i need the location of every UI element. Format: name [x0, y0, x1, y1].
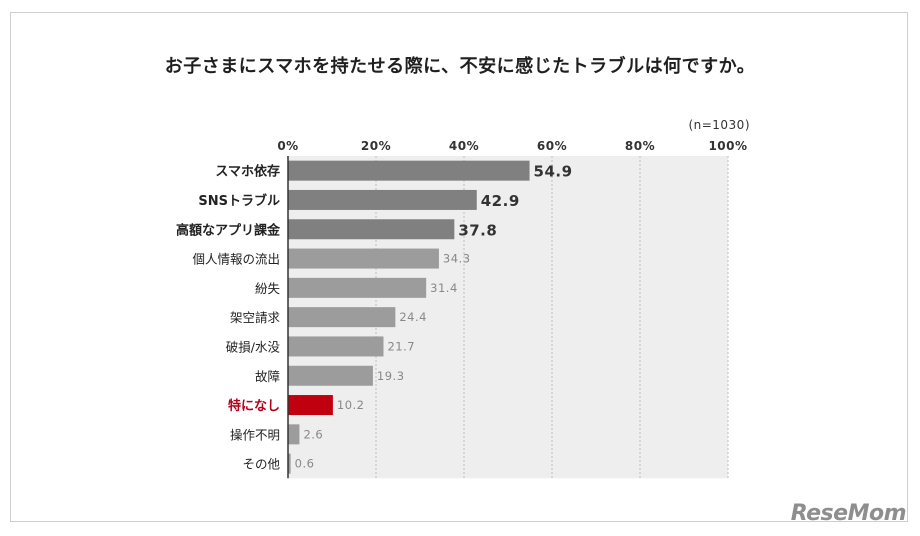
value-label: 21.7 — [387, 339, 415, 353]
category-label: 紛失 — [255, 281, 281, 296]
value-label: 31.4 — [430, 281, 458, 295]
value-label: 37.8 — [458, 221, 497, 239]
value-label: 19.3 — [377, 369, 405, 383]
bar — [288, 248, 439, 269]
chart-title: お子さまにスマホを持たせる際に、不安に感じたトラブルは何ですか。 — [164, 56, 756, 77]
value-label: 24.4 — [399, 310, 427, 324]
bar — [288, 453, 291, 474]
category-label: その他 — [242, 457, 280, 472]
resemom-logo: ReseMom — [790, 501, 907, 526]
category-label: 個人情報の流出 — [192, 252, 280, 267]
category-label: 架空請求 — [230, 310, 281, 325]
category-label: 特になし — [228, 398, 280, 414]
bar — [288, 365, 373, 386]
category-label: 故障 — [255, 369, 280, 384]
bar — [288, 395, 333, 416]
bar — [288, 277, 427, 298]
bar — [288, 160, 530, 181]
x-tick-label: 80% — [625, 139, 655, 153]
x-tick-label: 20% — [361, 139, 391, 153]
category-label: スマホ依存 — [215, 164, 280, 180]
value-label: 54.9 — [534, 163, 573, 181]
bar — [288, 189, 477, 210]
value-label: 10.2 — [337, 398, 365, 412]
x-tick-label: 100% — [708, 139, 747, 153]
category-label: 破損/水没 — [226, 339, 281, 354]
x-tick-label: 60% — [537, 139, 567, 153]
value-label: 0.6 — [295, 457, 315, 471]
x-tick-label: 40% — [449, 139, 479, 153]
value-label: 2.6 — [303, 427, 323, 441]
bar — [288, 424, 300, 445]
bar — [288, 219, 455, 240]
bar — [288, 307, 396, 328]
category-label: SNSトラブル — [198, 193, 280, 209]
bar — [288, 336, 384, 357]
value-label: 42.9 — [481, 192, 520, 210]
sample-size-note: (n=1030) — [688, 118, 750, 132]
category-label: 高額なアプリ課金 — [176, 222, 281, 238]
category-label: 操作不明 — [230, 427, 280, 442]
x-tick-label: 0% — [277, 139, 298, 153]
value-label: 34.3 — [443, 252, 471, 266]
